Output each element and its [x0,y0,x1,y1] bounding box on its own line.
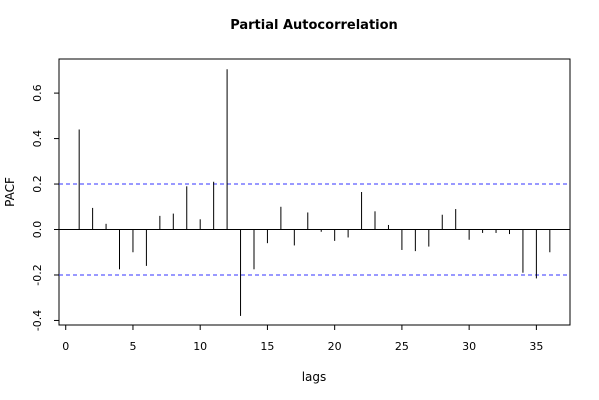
x-tick-label: 35 [529,340,543,353]
x-tick-label: 0 [62,340,69,353]
y-tick-label: 0.4 [31,130,44,148]
x-tick-label: 10 [193,340,207,353]
y-tick-label: 0.0 [31,221,44,239]
x-tick-label: 20 [328,340,342,353]
chart-title: Partial Autocorrelation [230,18,398,33]
y-tick-label: -0.4 [31,310,44,331]
y-tick-label: 0.6 [31,84,44,102]
x-tick-label: 5 [129,340,136,353]
y-axis-label: PACF [3,177,17,207]
plot-frame [58,58,571,326]
x-tick-label: 25 [395,340,409,353]
y-tick-label: -0.2 [31,264,44,285]
x-axis-label: lags [302,370,327,384]
chart-marks: 0 5 10 15 20 25 30 35 -0.4 -0.2 0.0 0.2 0.4 0.6 [31,69,570,353]
x-tick-label: 30 [462,340,476,353]
y-tick-label: 0.2 [31,175,44,193]
x-tick-label: 15 [260,340,274,353]
